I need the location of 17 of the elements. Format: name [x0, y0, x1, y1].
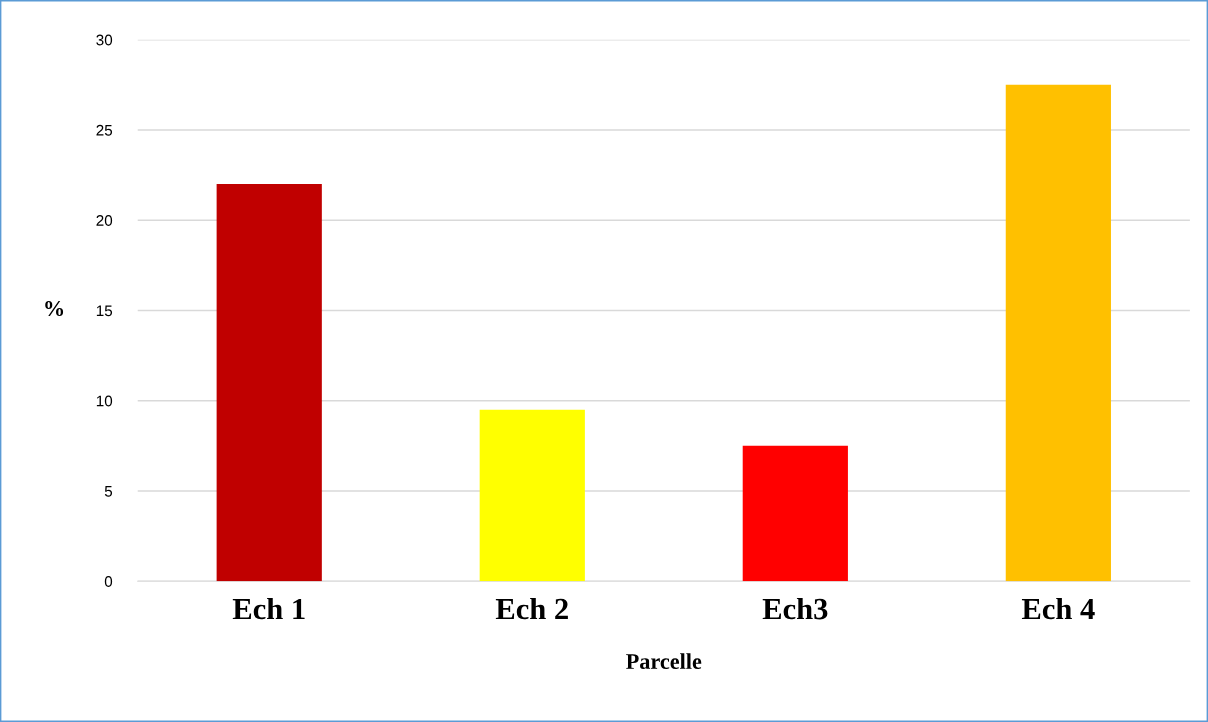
bar: [742, 445, 848, 582]
y-tick-label: 0: [104, 576, 113, 587]
y-tick-label: 30: [96, 34, 113, 46]
y-tick-label: 10: [96, 395, 113, 407]
y-tick-label: 20: [96, 215, 113, 226]
x-tick-label: Ech 2: [495, 597, 568, 620]
y-tick-label: 15: [96, 305, 113, 317]
x-axis-title: Parcelle: [626, 653, 702, 669]
y-tick-label: 25: [96, 124, 113, 136]
bar: [216, 184, 322, 582]
bar: [1005, 84, 1111, 582]
x-tick-label: Ech3: [762, 597, 828, 620]
bar: [479, 409, 585, 582]
x-tick-label: Ech 4: [1021, 597, 1095, 620]
y-tick-label: 5: [104, 485, 113, 497]
x-tick-label: Ech 1: [232, 597, 305, 620]
y-axis-title: %: [45, 301, 64, 317]
